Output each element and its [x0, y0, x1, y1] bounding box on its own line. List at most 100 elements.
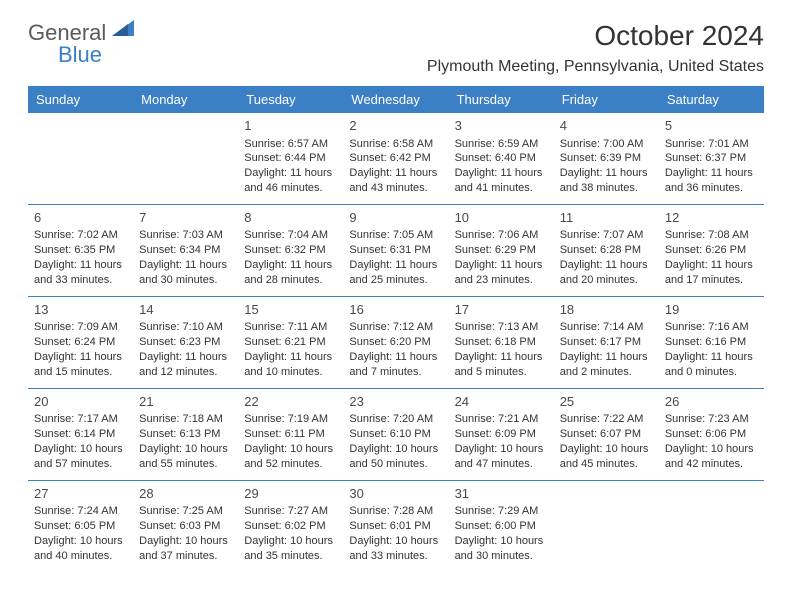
- sunset-line: Sunset: 6:00 PM: [455, 519, 548, 534]
- daylight-line: Daylight: 11 hours and 38 minutes.: [560, 166, 653, 196]
- calendar-cell: 28Sunrise: 7:25 AMSunset: 6:03 PMDayligh…: [133, 480, 238, 571]
- sunset-line: Sunset: 6:03 PM: [139, 519, 232, 534]
- daylight-line: Daylight: 11 hours and 20 minutes.: [560, 258, 653, 288]
- daylight-line: Daylight: 11 hours and 36 minutes.: [665, 166, 758, 196]
- calendar-cell: 7Sunrise: 7:03 AMSunset: 6:34 PMDaylight…: [133, 204, 238, 296]
- sunset-line: Sunset: 6:16 PM: [665, 335, 758, 350]
- daylight-line: Daylight: 11 hours and 33 minutes.: [34, 258, 127, 288]
- sunset-line: Sunset: 6:28 PM: [560, 243, 653, 258]
- calendar-cell: 16Sunrise: 7:12 AMSunset: 6:20 PMDayligh…: [343, 296, 448, 388]
- calendar-cell: 18Sunrise: 7:14 AMSunset: 6:17 PMDayligh…: [554, 296, 659, 388]
- calendar-cell: 14Sunrise: 7:10 AMSunset: 6:23 PMDayligh…: [133, 296, 238, 388]
- sunrise-line: Sunrise: 7:10 AM: [139, 320, 232, 335]
- calendar-row: 6Sunrise: 7:02 AMSunset: 6:35 PMDaylight…: [28, 204, 764, 296]
- day-number: 23: [349, 393, 442, 411]
- calendar-cell: 8Sunrise: 7:04 AMSunset: 6:32 PMDaylight…: [238, 204, 343, 296]
- daylight-line: Daylight: 10 hours and 50 minutes.: [349, 442, 442, 472]
- daylight-line: Daylight: 11 hours and 23 minutes.: [455, 258, 548, 288]
- calendar-cell: 30Sunrise: 7:28 AMSunset: 6:01 PMDayligh…: [343, 480, 448, 571]
- calendar-cell: 20Sunrise: 7:17 AMSunset: 6:14 PMDayligh…: [28, 388, 133, 480]
- sunrise-line: Sunrise: 7:04 AM: [244, 228, 337, 243]
- sunset-line: Sunset: 6:02 PM: [244, 519, 337, 534]
- daylight-line: Daylight: 11 hours and 10 minutes.: [244, 350, 337, 380]
- brand-logo: General Blue: [28, 20, 148, 66]
- daylight-line: Daylight: 10 hours and 40 minutes.: [34, 534, 127, 564]
- day-number: 2: [349, 117, 442, 135]
- daylight-line: Daylight: 11 hours and 46 minutes.: [244, 166, 337, 196]
- sunrise-line: Sunrise: 7:21 AM: [455, 412, 548, 427]
- sunrise-line: Sunrise: 7:22 AM: [560, 412, 653, 427]
- sunset-line: Sunset: 6:14 PM: [34, 427, 127, 442]
- daylight-line: Daylight: 10 hours and 33 minutes.: [349, 534, 442, 564]
- daylight-line: Daylight: 11 hours and 30 minutes.: [139, 258, 232, 288]
- sunset-line: Sunset: 6:21 PM: [244, 335, 337, 350]
- day-header-row: Sunday Monday Tuesday Wednesday Thursday…: [28, 86, 764, 113]
- day-number: 21: [139, 393, 232, 411]
- daylight-line: Daylight: 10 hours and 30 minutes.: [455, 534, 548, 564]
- sunrise-line: Sunrise: 7:06 AM: [455, 228, 548, 243]
- sunset-line: Sunset: 6:39 PM: [560, 151, 653, 166]
- day-header-monday: Monday: [133, 86, 238, 113]
- sunrise-line: Sunrise: 7:09 AM: [34, 320, 127, 335]
- day-number: 20: [34, 393, 127, 411]
- day-number: 5: [665, 117, 758, 135]
- calendar-body: 1Sunrise: 6:57 AMSunset: 6:44 PMDaylight…: [28, 113, 764, 572]
- sunset-line: Sunset: 6:06 PM: [665, 427, 758, 442]
- sunrise-line: Sunrise: 7:24 AM: [34, 504, 127, 519]
- sunset-line: Sunset: 6:01 PM: [349, 519, 442, 534]
- title-block: October 2024 Plymouth Meeting, Pennsylva…: [427, 20, 764, 76]
- sunset-line: Sunset: 6:18 PM: [455, 335, 548, 350]
- calendar-cell-empty: [133, 113, 238, 204]
- day-number: 8: [244, 209, 337, 227]
- day-number: 27: [34, 485, 127, 503]
- sunrise-line: Sunrise: 7:19 AM: [244, 412, 337, 427]
- day-header-sunday: Sunday: [28, 86, 133, 113]
- sunset-line: Sunset: 6:09 PM: [455, 427, 548, 442]
- day-number: 12: [665, 209, 758, 227]
- sunset-line: Sunset: 6:31 PM: [349, 243, 442, 258]
- daylight-line: Daylight: 10 hours and 57 minutes.: [34, 442, 127, 472]
- brand-triangle-icon: [112, 20, 134, 36]
- day-number: 7: [139, 209, 232, 227]
- day-header-saturday: Saturday: [659, 86, 764, 113]
- sunrise-line: Sunrise: 7:14 AM: [560, 320, 653, 335]
- calendar-cell: 4Sunrise: 7:00 AMSunset: 6:39 PMDaylight…: [554, 113, 659, 204]
- sunset-line: Sunset: 6:26 PM: [665, 243, 758, 258]
- sunrise-line: Sunrise: 7:20 AM: [349, 412, 442, 427]
- sunrise-line: Sunrise: 7:28 AM: [349, 504, 442, 519]
- calendar-cell-empty: [28, 113, 133, 204]
- daylight-line: Daylight: 11 hours and 43 minutes.: [349, 166, 442, 196]
- calendar-cell: 3Sunrise: 6:59 AMSunset: 6:40 PMDaylight…: [449, 113, 554, 204]
- calendar-cell-empty: [659, 480, 764, 571]
- calendar-cell: 13Sunrise: 7:09 AMSunset: 6:24 PMDayligh…: [28, 296, 133, 388]
- header: General Blue October 2024 Plymouth Meeti…: [28, 20, 764, 76]
- calendar-cell: 2Sunrise: 6:58 AMSunset: 6:42 PMDaylight…: [343, 113, 448, 204]
- sunset-line: Sunset: 6:40 PM: [455, 151, 548, 166]
- sunrise-line: Sunrise: 7:17 AM: [34, 412, 127, 427]
- calendar-cell: 9Sunrise: 7:05 AMSunset: 6:31 PMDaylight…: [343, 204, 448, 296]
- daylight-line: Daylight: 11 hours and 17 minutes.: [665, 258, 758, 288]
- brand-part2: Blue: [58, 42, 102, 68]
- day-number: 24: [455, 393, 548, 411]
- day-number: 14: [139, 301, 232, 319]
- sunrise-line: Sunrise: 7:13 AM: [455, 320, 548, 335]
- day-number: 28: [139, 485, 232, 503]
- calendar-cell: 31Sunrise: 7:29 AMSunset: 6:00 PMDayligh…: [449, 480, 554, 571]
- sunrise-line: Sunrise: 6:59 AM: [455, 137, 548, 152]
- sunrise-line: Sunrise: 7:12 AM: [349, 320, 442, 335]
- daylight-line: Daylight: 11 hours and 28 minutes.: [244, 258, 337, 288]
- sunset-line: Sunset: 6:13 PM: [139, 427, 232, 442]
- day-number: 3: [455, 117, 548, 135]
- calendar-cell: 23Sunrise: 7:20 AMSunset: 6:10 PMDayligh…: [343, 388, 448, 480]
- sunrise-line: Sunrise: 7:11 AM: [244, 320, 337, 335]
- daylight-line: Daylight: 11 hours and 0 minutes.: [665, 350, 758, 380]
- day-header-friday: Friday: [554, 86, 659, 113]
- sunset-line: Sunset: 6:44 PM: [244, 151, 337, 166]
- sunset-line: Sunset: 6:29 PM: [455, 243, 548, 258]
- calendar-cell: 11Sunrise: 7:07 AMSunset: 6:28 PMDayligh…: [554, 204, 659, 296]
- day-number: 26: [665, 393, 758, 411]
- sunset-line: Sunset: 6:34 PM: [139, 243, 232, 258]
- day-number: 10: [455, 209, 548, 227]
- daylight-line: Daylight: 10 hours and 37 minutes.: [139, 534, 232, 564]
- daylight-line: Daylight: 11 hours and 7 minutes.: [349, 350, 442, 380]
